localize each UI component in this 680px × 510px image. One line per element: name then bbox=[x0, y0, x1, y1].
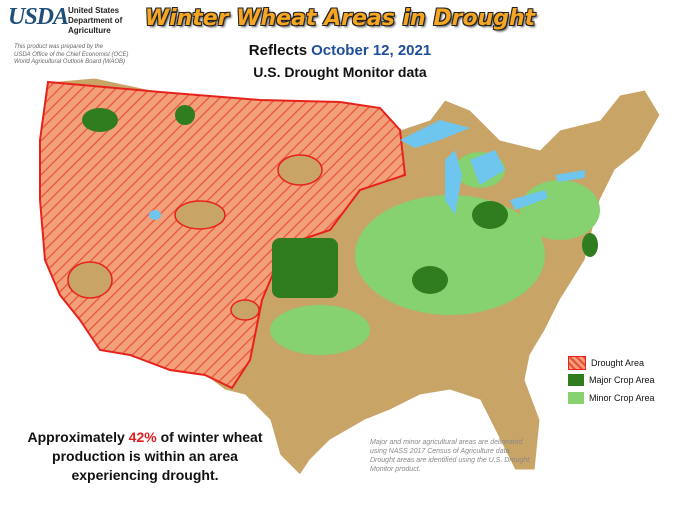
legend-swatch bbox=[568, 356, 586, 370]
legend-item: Major Crop Area bbox=[568, 374, 655, 386]
disclaimer-line: This product was prepared by the bbox=[14, 44, 104, 50]
summary-text: Approximately bbox=[27, 429, 125, 445]
summary-highlight: 42% bbox=[128, 429, 157, 445]
logo: USDA bbox=[8, 4, 69, 30]
disclaimer-line: USDA Office of the Chief Economist (OCE) bbox=[14, 51, 129, 58]
legend-swatch bbox=[568, 374, 584, 386]
disclaimer: This product was prepared by the USDA Of… bbox=[14, 44, 128, 67]
summary-text: of winter wheat production is within an … bbox=[52, 429, 263, 483]
legend-label: Major Crop Area bbox=[589, 375, 655, 385]
subtitle-prefix: Reflects bbox=[248, 42, 308, 59]
agency-line: Agriculture bbox=[68, 26, 111, 35]
disclaimer-line: World Agricultural Outlook Board (WAOB) bbox=[14, 59, 126, 65]
agency-line: United States bbox=[68, 6, 120, 15]
legend-label: Minor Crop Area bbox=[589, 393, 655, 403]
legend-item: Drought Area bbox=[568, 356, 644, 370]
footnote: Major and minor agricultural areas are d… bbox=[370, 439, 530, 473]
legend-label: Drought Area bbox=[591, 358, 645, 368]
legend-swatch bbox=[568, 392, 584, 404]
subtitle: Reflects October 12, 2021 bbox=[0, 42, 680, 59]
date: October 12, 2021 bbox=[311, 42, 432, 59]
subtitle-line: U.S. Drought Monitor data bbox=[253, 64, 427, 80]
agency-line: Department of bbox=[68, 16, 123, 25]
legend-item: Minor Crop Area bbox=[568, 392, 655, 404]
summary: Approximately 42% of winter wheat produc… bbox=[20, 428, 270, 485]
agency: United States Department of Agriculture bbox=[68, 6, 122, 36]
title: Winter Wheat Areas in Drought bbox=[144, 6, 536, 31]
